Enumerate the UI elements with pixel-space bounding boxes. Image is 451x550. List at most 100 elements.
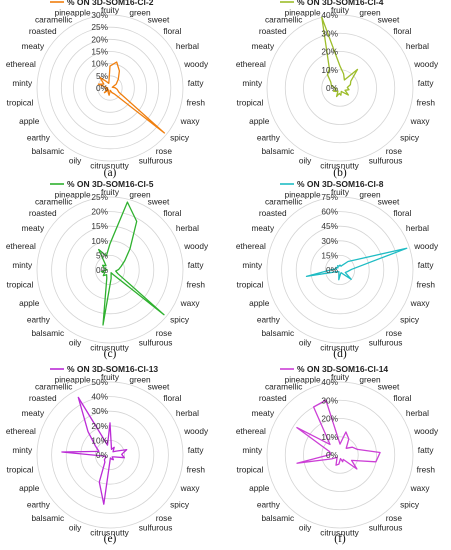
category-label-tropical: tropical <box>7 465 34 475</box>
panel-caption-5: (e) <box>104 533 117 545</box>
category-label-fresh: fresh <box>417 465 436 475</box>
tick-label: 30% <box>91 406 108 416</box>
category-label-apple: apple <box>249 483 270 493</box>
grid-ring <box>284 399 396 511</box>
category-label-rose: rose <box>156 328 173 338</box>
legend-label-4: % ON 3D-SOM16-Cl-8 <box>297 179 384 189</box>
category-label-caramellic: caramellic <box>35 382 72 392</box>
category-label-meaty: meaty <box>252 41 275 51</box>
grid-ring <box>97 75 123 101</box>
category-label-citrus: citrus <box>320 527 340 537</box>
category-label-woody: woody <box>413 59 439 69</box>
tick-label: 10% <box>91 435 108 445</box>
category-label-rose: rose <box>156 146 173 156</box>
tick-label: 30% <box>321 395 338 405</box>
category-label-woody: woody <box>183 59 209 69</box>
category-label-spicy: spicy <box>400 315 420 325</box>
category-label-herbal: herbal <box>176 223 199 233</box>
category-label-minty: minty <box>12 260 33 270</box>
category-label-apple: apple <box>249 298 270 308</box>
category-label-balsamic: balsamic <box>261 328 294 338</box>
category-label-fatty: fatty <box>188 78 205 88</box>
category-label-waxy: waxy <box>180 483 201 493</box>
category-label-sulfurous: sulfurous <box>369 156 403 166</box>
grid-layer <box>36 14 414 529</box>
category-label-spicy: spicy <box>170 133 190 143</box>
category-label-caramellic: caramellic <box>265 197 302 207</box>
category-label-fruity: fruity <box>101 187 120 197</box>
category-label-fruity: fruity <box>331 372 350 382</box>
tick-label: 20% <box>91 421 108 431</box>
tick-label: 40% <box>321 377 338 387</box>
legend-label-3: % ON 3D-SOM16-Cl-5 <box>67 179 154 189</box>
category-label-fruity: fruity <box>331 5 350 15</box>
category-label-roasted: roasted <box>259 26 287 36</box>
category-label-rose: rose <box>386 513 403 523</box>
category-label-earthy: earthy <box>27 133 51 143</box>
category-label-caramellic: caramellic <box>265 15 302 25</box>
category-label-green: green <box>129 190 151 200</box>
category-label-caramellic: caramellic <box>35 197 72 207</box>
category-label-herbal: herbal <box>176 408 199 418</box>
grid-ring <box>80 240 140 300</box>
category-label-ethereal: ethereal <box>236 241 266 251</box>
tick-label: 25% <box>91 22 108 32</box>
category-label-floral: floral <box>163 26 181 36</box>
category-label-balsamic: balsamic <box>261 513 294 523</box>
category-label-roasted: roasted <box>29 393 57 403</box>
category-label-sweet: sweet <box>378 197 400 207</box>
tick-label: 20% <box>321 47 338 57</box>
tick-label: 0% <box>326 83 339 93</box>
tick-label: 30% <box>91 10 108 20</box>
tick-label: 45% <box>321 221 338 231</box>
category-label-pineapple: pineapple <box>285 190 321 200</box>
tick-label: 0% <box>96 83 109 93</box>
category-label-floral: floral <box>393 393 411 403</box>
grid-ring <box>51 396 169 514</box>
category-label-roasted: roasted <box>259 393 287 403</box>
grid-ring <box>303 51 377 125</box>
category-label-green: green <box>359 190 381 200</box>
category-label-earthy: earthy <box>27 315 51 325</box>
category-label-green: green <box>129 375 151 385</box>
category-label-ethereal: ethereal <box>6 59 36 69</box>
category-label-oily: oily <box>299 523 312 533</box>
category-label-woody: woody <box>413 426 439 436</box>
category-label-waxy: waxy <box>180 116 201 126</box>
category-label-fresh: fresh <box>187 465 206 475</box>
category-label-fresh: fresh <box>417 280 436 290</box>
category-label-woody: woody <box>413 241 439 251</box>
category-label-meaty: meaty <box>252 223 275 233</box>
category-label-tropical: tropical <box>7 280 34 290</box>
category-label-fatty: fatty <box>188 260 205 270</box>
category-label-fresh: fresh <box>187 280 206 290</box>
grid-ring <box>48 26 172 150</box>
tick-label: 20% <box>91 34 108 44</box>
category-label-nutty: nutty <box>111 527 130 537</box>
category-label-fresh: fresh <box>187 98 206 108</box>
category-label-earthy: earthy <box>27 500 51 510</box>
tick-label: 15% <box>321 250 338 260</box>
category-label-spicy: spicy <box>400 500 420 510</box>
tick-label: 0% <box>96 265 109 275</box>
category-label-sulfurous: sulfurous <box>139 156 173 166</box>
panel-caption-3: (c) <box>104 348 117 360</box>
category-label-ethereal: ethereal <box>6 426 36 436</box>
series-line-6 <box>296 399 381 470</box>
category-label-earthy: earthy <box>257 500 281 510</box>
category-label-sweet: sweet <box>148 15 170 25</box>
category-label-minty: minty <box>242 445 263 455</box>
grid-ring <box>51 211 169 329</box>
category-label-roasted: roasted <box>259 208 287 218</box>
category-label-waxy: waxy <box>180 298 201 308</box>
tick-label: 0% <box>326 265 339 275</box>
series-line-2 <box>321 16 359 98</box>
tick-label: 50% <box>91 377 108 387</box>
category-label-green: green <box>359 8 381 18</box>
category-label-floral: floral <box>393 26 411 36</box>
category-label-oily: oily <box>69 523 82 533</box>
category-label-fatty: fatty <box>418 78 435 88</box>
category-label-spicy: spicy <box>170 500 190 510</box>
category-label-minty: minty <box>12 445 33 455</box>
category-label-apple: apple <box>19 298 40 308</box>
